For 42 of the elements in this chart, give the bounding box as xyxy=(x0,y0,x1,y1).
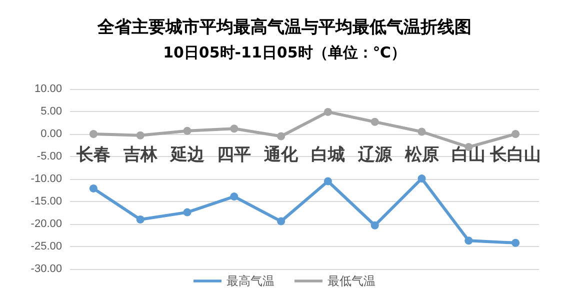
legend-label: 最高气温 xyxy=(226,274,274,288)
point xyxy=(183,126,192,135)
y-tick-label: 10.00 xyxy=(34,83,62,95)
y-tick-label: -10.00 xyxy=(30,173,62,185)
point xyxy=(418,174,426,183)
x-tick-label: 白城 xyxy=(310,145,345,164)
y-tick-label: -30.00 xyxy=(30,263,62,275)
point xyxy=(324,108,332,116)
point xyxy=(512,130,520,138)
x-tick-label: 延边 xyxy=(168,145,206,164)
x-tick-label: 白山 xyxy=(452,145,486,164)
y-tick-label: -20.00 xyxy=(30,218,62,230)
x-tick-label: 长白山 xyxy=(489,145,542,164)
x-tick-label: 四平 xyxy=(217,145,252,164)
y-tick-label: -5.00 xyxy=(36,150,62,162)
x-tick-label: 松原 xyxy=(404,145,439,164)
x-tick-label: 通化 xyxy=(263,145,300,164)
point xyxy=(277,132,286,140)
point xyxy=(89,184,98,192)
x-tick-label: 吉林 xyxy=(122,145,158,164)
x-tick-label: 长春 xyxy=(75,145,110,164)
point xyxy=(418,128,426,136)
legend-label: 最低气温 xyxy=(328,274,376,288)
point xyxy=(136,216,144,224)
y-tick-label: -25.00 xyxy=(30,240,62,252)
point xyxy=(464,236,473,245)
y-tick-label: -15.00 xyxy=(30,196,62,208)
point xyxy=(370,221,379,230)
chart-title: 全省主要城市平均最高气温与平均最低气温折线图 xyxy=(96,18,472,38)
point xyxy=(370,118,379,126)
point xyxy=(89,130,98,138)
point xyxy=(230,192,238,201)
point xyxy=(136,131,144,140)
point xyxy=(183,208,192,216)
point xyxy=(277,217,286,226)
y-tick-label: 5.00 xyxy=(40,106,62,118)
point xyxy=(512,238,520,247)
x-tick-label: 辽源 xyxy=(356,145,393,164)
point xyxy=(324,177,332,186)
y-tick-label: 0.00 xyxy=(40,128,62,140)
chart-subtitle: 10日05时-11日05时（单位：℃） xyxy=(163,44,406,62)
point xyxy=(230,124,238,133)
